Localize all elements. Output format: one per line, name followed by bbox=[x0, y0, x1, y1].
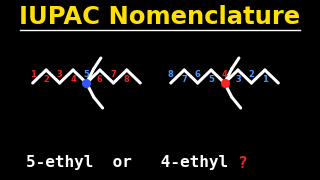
Text: 5: 5 bbox=[84, 69, 89, 78]
Text: 6: 6 bbox=[97, 75, 103, 84]
Text: 1: 1 bbox=[30, 69, 36, 78]
Text: 5-ethyl  or   4-ethyl: 5-ethyl or 4-ethyl bbox=[26, 156, 228, 170]
Text: ?: ? bbox=[237, 156, 247, 170]
Text: 7: 7 bbox=[110, 69, 116, 78]
Text: 3: 3 bbox=[235, 75, 241, 84]
Text: 8: 8 bbox=[168, 69, 174, 78]
Text: 4: 4 bbox=[70, 75, 76, 84]
Text: 4: 4 bbox=[222, 69, 228, 78]
Text: 2: 2 bbox=[249, 69, 254, 78]
Text: IUPAC Nomenclature: IUPAC Nomenclature bbox=[20, 5, 300, 29]
Text: 1: 1 bbox=[262, 75, 268, 84]
Text: 6: 6 bbox=[195, 69, 201, 78]
Text: 8: 8 bbox=[124, 75, 130, 84]
Text: 3: 3 bbox=[57, 69, 62, 78]
Text: 5: 5 bbox=[208, 75, 214, 84]
Text: 7: 7 bbox=[181, 75, 187, 84]
Text: 2: 2 bbox=[43, 75, 49, 84]
